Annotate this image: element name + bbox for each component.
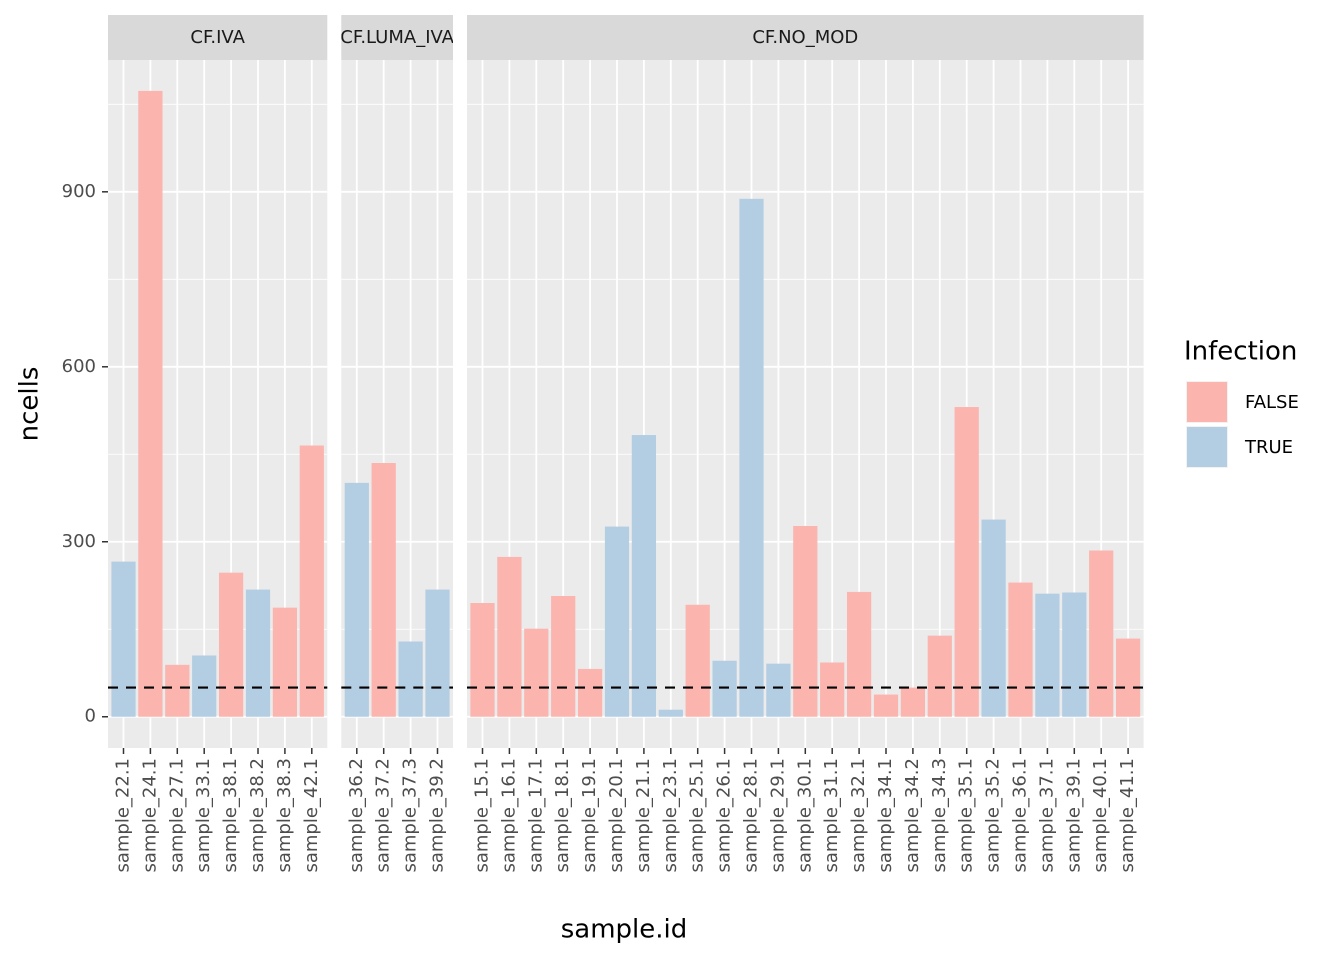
x-tick-label: sample_19.1 <box>579 758 600 873</box>
strip-label: CF.NO_MOD <box>752 27 858 48</box>
x-tick-label: sample_41.1 <box>1117 758 1138 873</box>
x-tick-label: sample_35.2 <box>983 758 1004 873</box>
x-tick-label: sample_38.2 <box>247 758 268 873</box>
bar <box>793 526 818 717</box>
x-tick-label: sample_35.1 <box>956 758 977 873</box>
x-tick-label: sample_16.1 <box>498 758 519 873</box>
y-tick-label: 600 <box>62 356 96 377</box>
bar <box>524 628 549 717</box>
bar <box>873 694 899 717</box>
x-tick-label: sample_23.1 <box>660 758 681 873</box>
x-tick-label: sample_30.1 <box>794 758 815 873</box>
x-tick-label: sample_37.3 <box>400 758 421 873</box>
x-tick-label: sample_15.1 <box>472 758 493 873</box>
bar <box>272 607 298 717</box>
bar <box>371 463 396 717</box>
bar <box>739 198 764 717</box>
y-tick-label: 0 <box>85 706 96 727</box>
strip-background <box>467 15 1144 60</box>
bar <box>631 435 657 717</box>
bar <box>1115 638 1141 717</box>
bar <box>954 407 979 717</box>
bar <box>1062 592 1087 717</box>
x-tick-label: sample_36.1 <box>1010 758 1031 873</box>
bar <box>470 603 495 717</box>
x-axis-title: sample.id <box>561 915 688 945</box>
x-tick-label: sample_22.1 <box>113 758 134 873</box>
x-tick-label: sample_36.2 <box>346 758 367 873</box>
y-tick-label: 900 <box>62 181 96 202</box>
x-tick-label: sample_38.3 <box>274 758 295 873</box>
y-tick-label: 300 <box>62 531 96 552</box>
x-tick-label: sample_37.1 <box>1036 758 1057 873</box>
bar <box>425 589 450 717</box>
bar <box>344 482 369 717</box>
x-tick-label: sample_34.1 <box>875 758 896 873</box>
bar <box>165 664 190 717</box>
bar <box>685 604 710 717</box>
bar <box>218 572 244 717</box>
x-tick-label: sample_37.2 <box>373 758 394 873</box>
x-tick-label: sample_26.1 <box>714 758 735 873</box>
bar <box>658 709 683 717</box>
x-tick-label: sample_31.1 <box>821 758 842 873</box>
bar <box>927 635 952 717</box>
legend-title: Infection <box>1184 337 1297 367</box>
x-tick-label: sample_38.1 <box>220 758 241 873</box>
x-tick-label: sample_21.1 <box>633 758 654 873</box>
bar <box>712 660 737 717</box>
x-tick-label: sample_27.1 <box>166 758 187 873</box>
bar <box>766 663 791 717</box>
x-tick-label: sample_34.2 <box>902 758 923 873</box>
x-tick-label: sample_40.1 <box>1090 758 1111 873</box>
bar <box>1035 593 1060 717</box>
bar <box>900 687 926 717</box>
bar <box>981 519 1006 717</box>
bar <box>1089 550 1114 717</box>
x-tick-label: sample_20.1 <box>606 758 627 873</box>
bar <box>299 445 324 717</box>
x-tick-label: sample_32.1 <box>848 758 869 873</box>
strip-background <box>341 15 453 60</box>
bar <box>138 90 163 717</box>
legend-label: FALSE <box>1245 392 1299 413</box>
strip-label: CF.IVA <box>190 27 245 48</box>
legend-swatch <box>1187 427 1227 467</box>
x-tick-label: sample_25.1 <box>687 758 708 873</box>
legend-swatch <box>1187 382 1227 422</box>
x-tick-label: sample_42.1 <box>301 758 322 873</box>
x-tick-label: sample_17.1 <box>525 758 546 873</box>
bar <box>497 556 522 717</box>
bar <box>820 662 845 717</box>
bar <box>111 561 136 717</box>
legend-label: TRUE <box>1244 437 1293 458</box>
y-axis-title: ncells <box>15 367 45 442</box>
x-tick-label: sample_39.1 <box>1063 758 1084 873</box>
x-tick-label: sample_28.1 <box>741 758 762 873</box>
x-tick-label: sample_18.1 <box>552 758 573 873</box>
bar <box>192 655 217 717</box>
x-tick-label: sample_39.2 <box>427 758 448 873</box>
bar <box>245 589 271 717</box>
strip-label: CF.LUMA_IVA <box>340 27 454 48</box>
bar <box>398 641 423 717</box>
x-tick-label: sample_24.1 <box>139 758 160 873</box>
x-tick-label: sample_33.1 <box>193 758 214 873</box>
bar <box>846 591 872 717</box>
x-tick-label: sample_34.3 <box>929 758 950 873</box>
strip-background <box>108 15 328 60</box>
x-tick-label: sample_29.1 <box>767 758 788 873</box>
bar <box>1008 582 1033 717</box>
bar <box>577 668 603 717</box>
bar <box>604 526 630 717</box>
bar <box>551 596 576 717</box>
